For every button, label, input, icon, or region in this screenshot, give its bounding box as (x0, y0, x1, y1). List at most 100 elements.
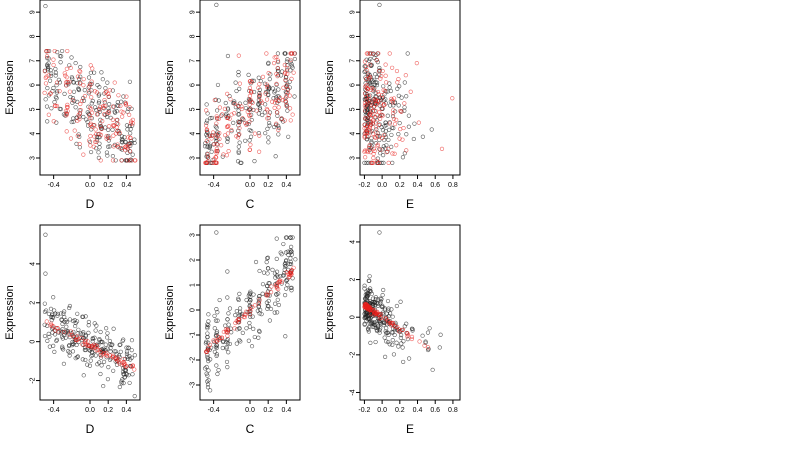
red-point (216, 337, 221, 342)
black-point (73, 105, 78, 110)
red-point (284, 83, 289, 88)
red-point (75, 133, 80, 138)
black-point (107, 101, 112, 107)
black-point (53, 73, 58, 78)
black-point (118, 349, 123, 354)
red-point (264, 51, 269, 56)
black-point (107, 357, 113, 362)
red-point (399, 109, 404, 114)
black-point (70, 339, 75, 345)
black-point (263, 131, 268, 136)
black-point (69, 119, 74, 125)
black-point (237, 306, 243, 311)
y-axis-label: Expression (4, 285, 16, 339)
red-point (101, 103, 106, 109)
red-point (387, 121, 392, 126)
red-point (276, 98, 281, 103)
black-point (251, 326, 256, 331)
red-point (128, 158, 133, 163)
red-point (89, 110, 95, 115)
black-point (97, 145, 102, 150)
black-point (423, 340, 428, 345)
y-tick-label: 6 (350, 83, 357, 87)
black-point (54, 83, 59, 88)
red-point (245, 109, 250, 114)
red-point (54, 103, 60, 109)
black-point (93, 353, 98, 358)
red-point (73, 337, 79, 342)
red-point (376, 160, 381, 165)
red-point (392, 122, 398, 127)
red-point (127, 141, 132, 147)
red-point (111, 144, 116, 149)
red-point (120, 361, 125, 366)
y-tick-label: 9 (350, 10, 357, 14)
black-point (87, 363, 93, 368)
red-point (88, 133, 93, 139)
red-point (43, 81, 49, 86)
black-point (86, 75, 92, 80)
black-point (234, 88, 239, 94)
black-point (84, 117, 89, 122)
red-point (127, 149, 133, 154)
black-point (53, 66, 58, 72)
black-point (274, 236, 279, 241)
red-point (257, 82, 262, 87)
red-point (124, 364, 129, 369)
black-point (375, 156, 380, 161)
black-point (66, 349, 71, 354)
red-point (379, 113, 384, 118)
red-point (290, 112, 295, 117)
scatter-panel-5: -0.4 0.0 0.2 0.4 -3 -2 -1 0 1 2 3 C Expression (164, 224, 301, 436)
outlier-point (214, 2, 219, 7)
red-point (367, 102, 372, 107)
black-point (227, 306, 233, 311)
red-point (67, 89, 72, 94)
red-point (247, 85, 253, 91)
red-point (124, 94, 129, 99)
red-point (42, 90, 47, 95)
black-point (247, 309, 252, 314)
black-point (247, 304, 252, 309)
black-point (362, 160, 367, 165)
black-point (378, 296, 383, 301)
black-point (252, 159, 257, 164)
black-point (123, 139, 128, 144)
red-point (362, 100, 368, 105)
red-point (282, 62, 287, 68)
black-point (114, 109, 119, 114)
black-point (365, 326, 371, 331)
black-point (213, 333, 219, 338)
red-point (102, 112, 107, 117)
black-point (62, 309, 67, 314)
red-point (132, 367, 137, 372)
black-point (409, 326, 415, 331)
red-point (383, 73, 388, 78)
red-point (130, 363, 135, 368)
red-point (382, 133, 387, 138)
red-point (209, 136, 214, 141)
black-point (127, 79, 133, 84)
red-point (207, 133, 212, 138)
black-point (395, 86, 400, 91)
red-point (87, 113, 92, 118)
black-point (286, 252, 291, 257)
black-point (237, 338, 242, 343)
black-point (373, 339, 378, 345)
red-point (77, 81, 83, 86)
red-point (112, 80, 117, 85)
black-point (111, 368, 116, 373)
y-tick-label: 5 (30, 107, 37, 111)
black-point (237, 326, 242, 331)
black-point (412, 121, 417, 126)
red-point (46, 112, 51, 117)
red-point (367, 143, 372, 148)
red-point (46, 73, 51, 78)
red-point (94, 343, 99, 348)
red-point (204, 138, 209, 144)
black-point (411, 136, 416, 142)
black-point (55, 49, 60, 55)
red-point (260, 74, 266, 79)
red-point (390, 151, 395, 156)
black-point (205, 151, 210, 156)
